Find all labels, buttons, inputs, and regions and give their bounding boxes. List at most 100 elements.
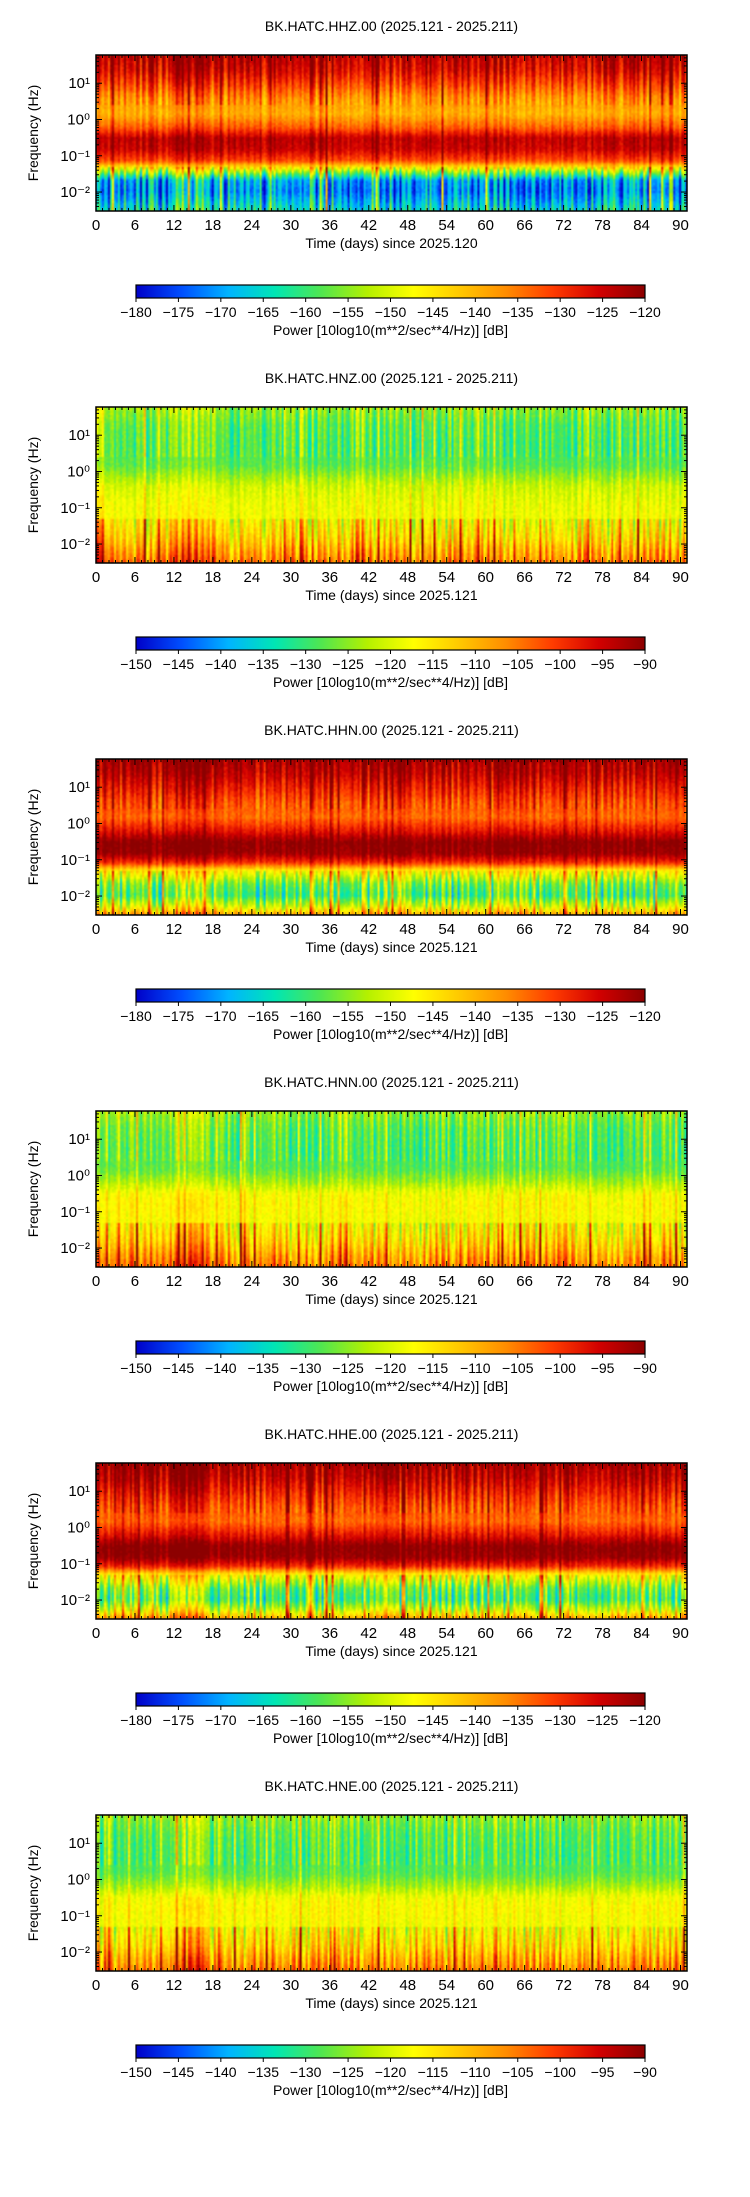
x-tick-label: 90 — [672, 1625, 689, 1642]
x-tick-label: 42 — [360, 1977, 377, 1994]
colorbar-tick-label: −155 — [332, 1008, 364, 1024]
x-tick-label: 30 — [282, 1977, 299, 1994]
colorbar-tick-label: −140 — [205, 1360, 237, 1376]
plot-frame — [95, 1462, 688, 1620]
colorbar-tick-label: −135 — [502, 1712, 534, 1728]
colorbar-tick-label: −170 — [205, 304, 237, 320]
colorbar-tick-label: −125 — [332, 656, 364, 672]
colorbar-label: Power [10log10(m**2/sec**4/Hz)] [dB] — [273, 1026, 508, 1042]
colorbar-tick-label: −110 — [460, 1360, 491, 1376]
spectrogram-image — [96, 1815, 687, 1971]
y-tick-label: 10¹ — [68, 1483, 90, 1500]
colorbar-tick-label: −100 — [544, 2064, 576, 2080]
plot-frame — [95, 1814, 688, 1972]
colorbar-tick-label: −175 — [163, 304, 195, 320]
x-tick-label: 18 — [205, 217, 222, 234]
colorbar-label: Power [10log10(m**2/sec**4/Hz)] [dB] — [273, 322, 508, 338]
chart-title: BK.HATC.HHN.00 (2025.121 - 2025.211) — [264, 722, 519, 738]
x-tick-label: 90 — [672, 569, 689, 586]
colorbar-tick-label: −90 — [633, 1360, 657, 1376]
x-tick-label: 12 — [166, 1977, 183, 1994]
colorbar-tick-label: −120 — [629, 304, 661, 320]
plot-frame — [95, 54, 688, 212]
x-tick-label: 90 — [672, 921, 689, 938]
x-tick-label: 6 — [131, 1625, 139, 1642]
colorbar-tick-label: −100 — [544, 656, 576, 672]
x-axis-label: Time (days) since 2025.121 — [305, 587, 477, 603]
x-tick-label: 6 — [131, 921, 139, 938]
colorbar-label: Power [10log10(m**2/sec**4/Hz)] [dB] — [273, 2082, 508, 2098]
colorbar-tick-label: −165 — [247, 304, 279, 320]
y-tick-label: 10¹ — [68, 75, 90, 92]
x-tick-label: 0 — [92, 1273, 100, 1290]
x-tick-label: 18 — [205, 1977, 222, 1994]
x-tick-label: 78 — [594, 1273, 611, 1290]
x-tick-label: 84 — [633, 569, 650, 586]
x-tick-label: 0 — [92, 1977, 100, 1994]
colorbar — [135, 636, 646, 651]
x-tick-label: 48 — [399, 921, 416, 938]
x-tick-label: 60 — [477, 921, 494, 938]
colorbar-tick-label: −105 — [502, 656, 534, 672]
x-tick-label: 12 — [166, 569, 183, 586]
colorbar-tick-label: −135 — [247, 1360, 279, 1376]
colorbar-tick-label: −165 — [247, 1712, 279, 1728]
y-tick-label: 10⁰ — [67, 111, 90, 128]
colorbar-tick-label: −135 — [247, 656, 279, 672]
y-tick-label: 10⁻² — [60, 1944, 90, 1961]
colorbar-tick-label: −130 — [544, 1008, 576, 1024]
chart-title: BK.HATC.HHE.00 (2025.121 - 2025.211) — [265, 1426, 519, 1442]
spectrogram-panel-1: BK.HATC.HHZ.00 (2025.121 - 2025.211) 0 6 12… — [25, 18, 689, 338]
spectrogram-panel-4: BK.HATC.HNN.00 (2025.121 - 2025.211) 0 6 12… — [25, 1074, 689, 1394]
x-tick-label: 12 — [166, 1625, 183, 1642]
x-tick-label: 84 — [633, 1977, 650, 1994]
x-tick-label: 42 — [360, 921, 377, 938]
y-tick-label: 10⁰ — [67, 815, 90, 832]
colorbar-tick-label: −160 — [290, 304, 322, 320]
colorbar-tick-label: −110 — [460, 656, 491, 672]
x-tick-label: 48 — [399, 217, 416, 234]
x-tick-label: 72 — [555, 1273, 572, 1290]
y-tick-label: 10⁻¹ — [60, 1556, 90, 1573]
colorbar-tick-label: −140 — [460, 1008, 492, 1024]
x-tick-label: 36 — [321, 921, 338, 938]
x-tick-label: 0 — [92, 569, 100, 586]
x-tick-label: 84 — [633, 921, 650, 938]
x-tick-label: 30 — [282, 1625, 299, 1642]
x-tick-label: 66 — [516, 1977, 533, 1994]
x-tick-label: 48 — [399, 1977, 416, 1994]
x-tick-label: 84 — [633, 1273, 650, 1290]
x-tick-label: 90 — [672, 1977, 689, 1994]
x-tick-label: 12 — [166, 217, 183, 234]
y-tick-label: 10⁰ — [67, 463, 90, 480]
colorbar-tick-label: −180 — [120, 1712, 152, 1728]
colorbar-tick-label: −175 — [163, 1008, 195, 1024]
y-tick-label: 10¹ — [68, 1835, 90, 1852]
x-tick-label: 36 — [321, 569, 338, 586]
x-tick-label: 78 — [594, 217, 611, 234]
colorbar-tick-label: −130 — [290, 2064, 322, 2080]
colorbar-tick-label: −150 — [120, 2064, 152, 2080]
colorbar-tick-label: −120 — [375, 2064, 407, 2080]
y-tick-label: 10⁰ — [67, 1519, 90, 1536]
colorbar-tick-label: −180 — [120, 1008, 152, 1024]
colorbar-tick-label: −135 — [247, 2064, 279, 2080]
y-tick-label: 10¹ — [68, 779, 90, 796]
colorbar-tick-label: −145 — [417, 1712, 449, 1728]
colorbar-tick-label: −125 — [587, 304, 619, 320]
x-tick-label: 48 — [399, 569, 416, 586]
x-tick-label: 30 — [282, 569, 299, 586]
x-tick-label: 78 — [594, 1977, 611, 1994]
colorbar — [135, 1340, 646, 1355]
x-tick-label: 66 — [516, 569, 533, 586]
colorbar-tick-label: −130 — [544, 1712, 576, 1728]
x-axis-label: Time (days) since 2025.121 — [305, 1643, 477, 1659]
colorbar-tick-label: −160 — [290, 1712, 322, 1728]
x-tick-label: 24 — [244, 1273, 261, 1290]
x-tick-label: 18 — [205, 1273, 222, 1290]
colorbar-tick-label: −130 — [290, 656, 322, 672]
spectrogram-image — [96, 55, 687, 211]
colorbar-tick-label: −100 — [544, 1360, 576, 1376]
x-tick-label: 48 — [399, 1625, 416, 1642]
